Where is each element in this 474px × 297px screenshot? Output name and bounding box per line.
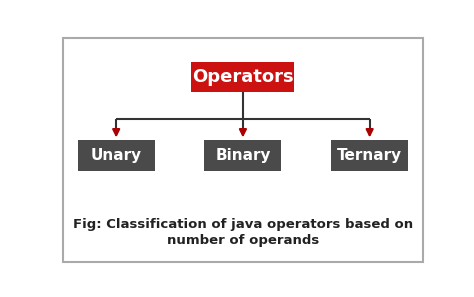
- Text: Unary: Unary: [91, 148, 142, 163]
- Text: Binary: Binary: [215, 148, 271, 163]
- Text: Ternary: Ternary: [337, 148, 402, 163]
- FancyBboxPatch shape: [331, 140, 408, 171]
- FancyBboxPatch shape: [78, 140, 155, 171]
- FancyBboxPatch shape: [191, 62, 294, 92]
- Text: number of operands: number of operands: [167, 234, 319, 247]
- FancyBboxPatch shape: [204, 140, 282, 171]
- Text: Fig: Classification of java operators based on: Fig: Classification of java operators ba…: [73, 218, 413, 231]
- Text: Operators: Operators: [192, 68, 294, 86]
